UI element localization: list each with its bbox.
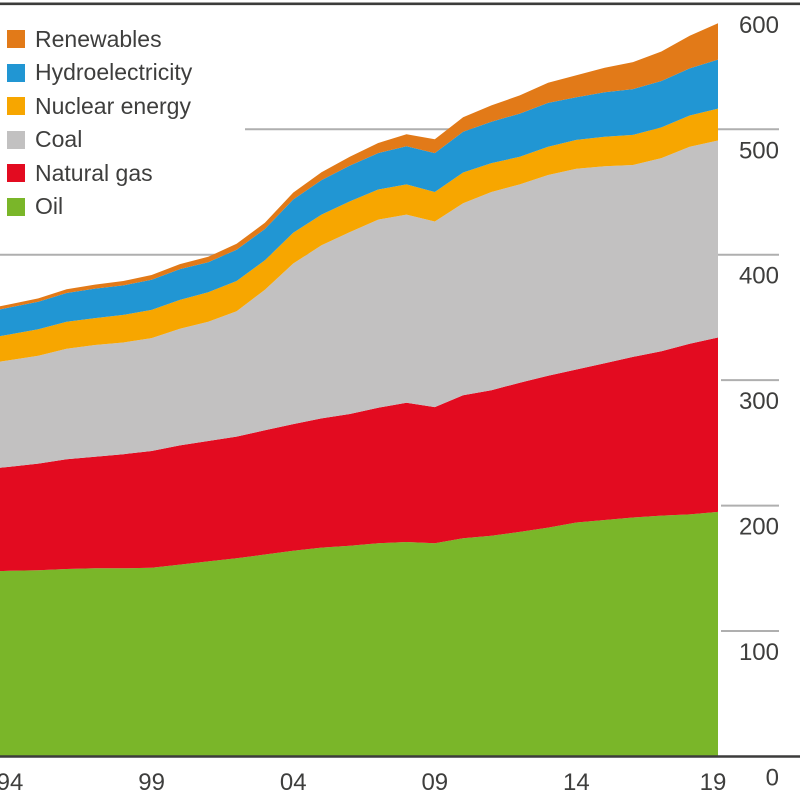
legend-swatch-nuclear-energy xyxy=(7,97,25,115)
x-axis-label-19: 19 xyxy=(700,769,727,796)
legend-swatch-renewables xyxy=(7,30,25,48)
y-axis-label-500: 500 xyxy=(739,137,779,164)
x-axis-label-94: 94 xyxy=(0,769,23,796)
legend-item-oil: Oil xyxy=(7,193,63,219)
x-axis-label-04: 04 xyxy=(280,769,307,796)
legend-label-nuclear-energy: Nuclear energy xyxy=(35,92,191,119)
area-renewables xyxy=(0,23,718,310)
x-axis-label-09: 09 xyxy=(421,769,448,796)
y-axis-label-100: 100 xyxy=(739,639,779,666)
legend-item-natural-gas: Natural gas xyxy=(7,160,153,186)
x-axis-label-14: 14 xyxy=(563,769,590,796)
legend-swatch-coal xyxy=(7,130,25,149)
area-hydroelectricity xyxy=(0,59,718,337)
legend-swatch-hydroelectricity xyxy=(7,63,25,82)
area-nuclear-energy xyxy=(0,108,718,362)
y-axis-label-600: 600 xyxy=(739,12,779,39)
y-axis-label-200: 200 xyxy=(739,514,779,541)
legend-label-hydroelectricity: Hydroelectricity xyxy=(35,59,193,85)
legend-item-coal: Coal xyxy=(7,126,82,152)
legend-label-coal: Coal xyxy=(35,126,83,152)
legend-item-nuclear-energy: Nuclear energy xyxy=(7,93,191,119)
legend-swatch-oil xyxy=(7,197,25,216)
legend-swatch-natural-gas xyxy=(7,164,25,182)
area-coal xyxy=(0,140,718,468)
y-axis-label-400: 400 xyxy=(739,263,779,290)
x-axis-label-99: 99 xyxy=(138,769,165,796)
legend-label-renewables: Renewables xyxy=(35,25,162,52)
legend-item-hydroelectricity: Hydroelectricity xyxy=(7,59,192,85)
legend-item-renewables: Renewables xyxy=(7,26,162,52)
area-oil xyxy=(0,511,718,757)
y-axis-label-300: 300 xyxy=(739,388,779,415)
legend-label-oil: Oil xyxy=(35,193,64,219)
y-axis-label-0: 0 xyxy=(766,765,779,792)
area-natural-gas xyxy=(0,337,718,572)
legend-label-natural-gas: Natural gas xyxy=(35,159,153,186)
